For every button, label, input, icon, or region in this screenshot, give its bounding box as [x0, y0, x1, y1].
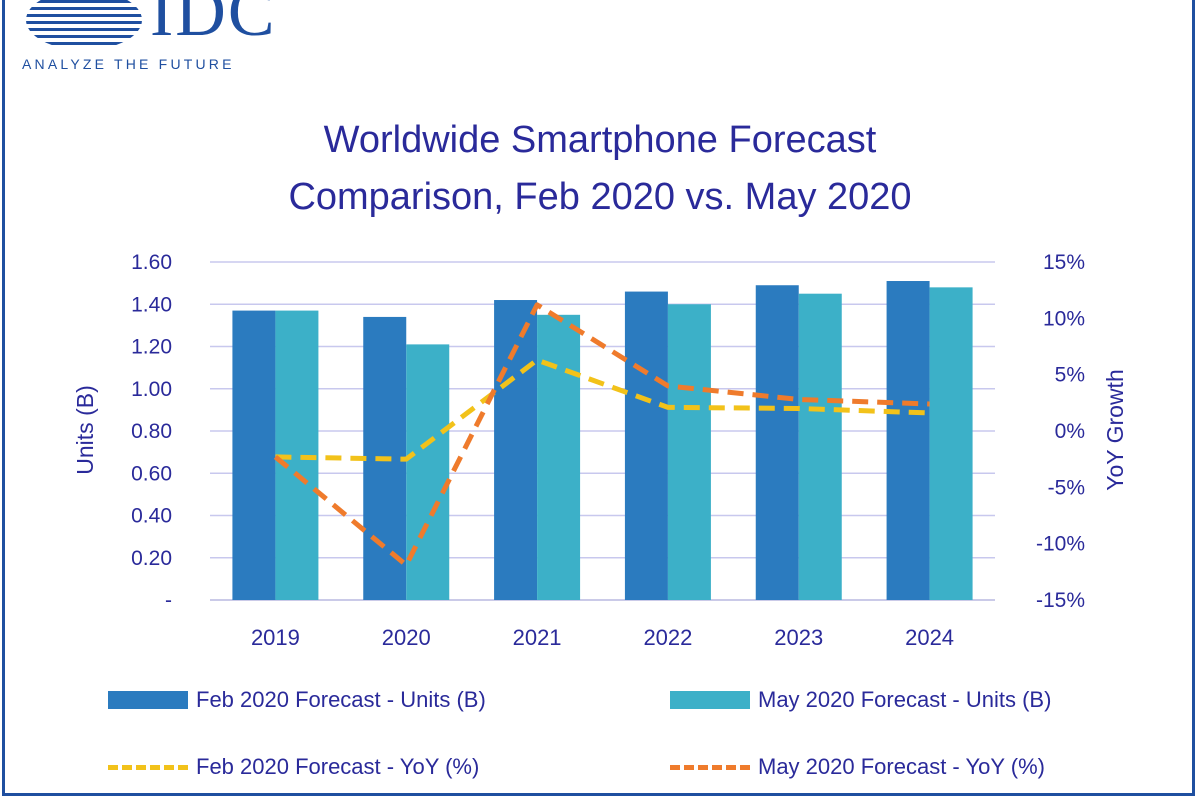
bar [232, 310, 276, 600]
x-tick-label: 2019 [251, 625, 300, 650]
left-tick-label: 0.40 [131, 505, 172, 528]
bar [929, 287, 973, 600]
right-tick-label: 5% [1055, 364, 1085, 387]
right-axis-ticks: 15% 10% 5% 0% -5% -10% -15% [1036, 251, 1085, 612]
bar [406, 344, 450, 600]
left-axis-ticks: 1.60 1.40 1.20 1.00 0.80 0.60 0.40 0.20 - [131, 251, 172, 612]
right-tick-label: 10% [1043, 307, 1085, 330]
right-tick-label: 15% [1043, 251, 1085, 274]
bar [886, 281, 930, 600]
idc-logo: IDC ANALYZE THE FUTURE [22, 0, 282, 80]
right-tick-label: -10% [1036, 533, 1085, 556]
x-tick-label: 2022 [643, 625, 692, 650]
chart-title-line-1: Worldwide Smartphone Forecast [323, 119, 877, 161]
x-tick-label: 2023 [774, 625, 823, 650]
bar [798, 293, 842, 600]
right-tick-label: 0% [1055, 420, 1085, 443]
x-tick-label: 2021 [513, 625, 562, 650]
left-axis-title: Units (B) [72, 385, 98, 474]
gridlines [210, 261, 995, 601]
bar [755, 285, 799, 600]
left-tick-label: 0.60 [131, 462, 172, 485]
right-axis-title: YoY Growth [1102, 369, 1128, 490]
x-axis-ticks: 2019 2020 2021 2022 2023 2024 [251, 625, 954, 650]
globe-stripes-icon [26, 0, 142, 45]
left-tick-label: 0.20 [131, 547, 172, 570]
bar [624, 291, 668, 600]
logo-tagline: ANALYZE THE FUTURE [22, 56, 235, 72]
logo-wordmark: IDC [150, 0, 277, 51]
bar [537, 314, 581, 600]
chart-title-line-2: Comparison, Feb 2020 vs. May 2020 [288, 176, 912, 218]
left-tick-label: - [165, 589, 172, 612]
left-tick-label: 1.60 [131, 251, 172, 274]
yoy-line-series [273, 302, 930, 568]
x-tick-label: 2020 [382, 625, 431, 650]
bar [667, 304, 711, 600]
left-tick-label: 1.40 [131, 293, 172, 316]
bar-series [232, 281, 973, 600]
left-tick-label: 1.00 [131, 378, 172, 401]
left-tick-label: 1.20 [131, 336, 172, 359]
yoy-line [275, 357, 930, 462]
yoy-line [273, 302, 930, 568]
right-tick-label: -5% [1048, 476, 1085, 499]
right-tick-label: -15% [1036, 589, 1085, 612]
left-tick-label: 0.80 [131, 420, 172, 443]
x-tick-label: 2024 [905, 625, 954, 650]
